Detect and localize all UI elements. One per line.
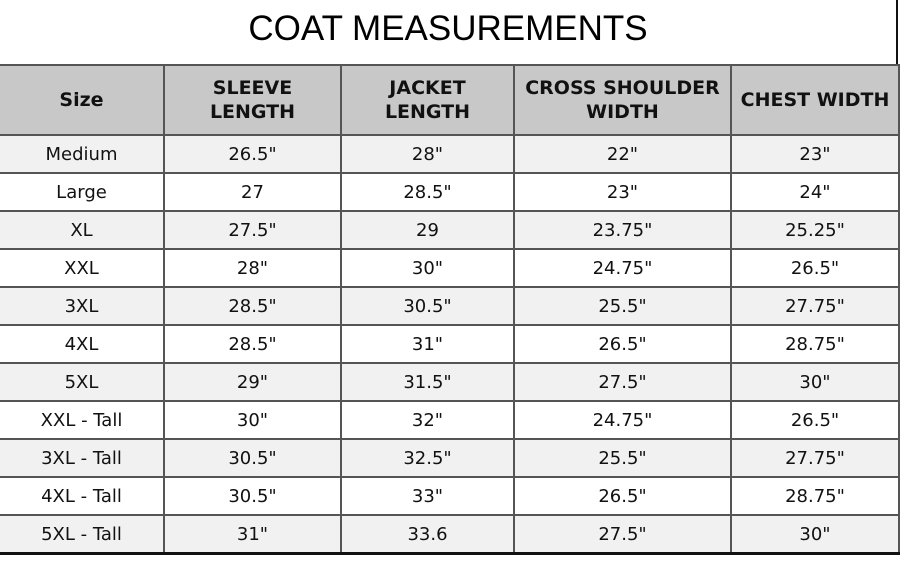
table-cell: 26.5" <box>730 400 900 440</box>
table-cell: 31" <box>163 514 342 555</box>
table-cell: 22" <box>513 134 732 174</box>
table-cell: 25.5" <box>513 438 732 478</box>
header-cell: Size <box>0 64 165 136</box>
table-cell: 3XL - Tall <box>0 438 165 478</box>
table-cell: 25.25" <box>730 210 900 250</box>
table-row: XXL - Tall 30" 32" 24.75" 26.5" <box>0 400 900 440</box>
table-cell: Large <box>0 172 165 212</box>
table-cell: XL <box>0 210 165 250</box>
header-text: Size <box>59 89 104 111</box>
table-cell: 32.5" <box>340 438 515 478</box>
table-row: XL 27.5" 29 23.75" 25.25" <box>0 210 900 250</box>
table-cell: 33" <box>340 476 515 516</box>
table-cell: 27.5" <box>163 210 342 250</box>
table-cell: 30" <box>163 400 342 440</box>
table-cell: 5XL <box>0 362 165 402</box>
table-cell: 23.75" <box>513 210 732 250</box>
table-row: 4XL - Tall 30.5" 33" 26.5" 28.75" <box>0 476 900 516</box>
table-row: XXL 28" 30" 24.75" 26.5" <box>0 248 900 288</box>
table-cell: 28.5" <box>163 286 342 326</box>
table-cell: 26.5" <box>163 134 342 174</box>
table-row: 4XL 28.5" 31" 26.5" 28.75" <box>0 324 900 364</box>
table-cell: 24.75" <box>513 248 732 288</box>
table-cell: XXL <box>0 248 165 288</box>
header-cell: CROSS SHOULDER WIDTH <box>513 64 732 136</box>
title: COAT MEASUREMENTS <box>0 0 898 64</box>
table-cell: 28" <box>340 134 515 174</box>
table-cell: 28.75" <box>730 476 900 516</box>
header-row: Size SLEEVE LENGTH JACKET LENGTH CROSS SHOU… <box>0 64 900 136</box>
table-cell: 30.5" <box>340 286 515 326</box>
table-cell: 31.5" <box>340 362 515 402</box>
table-cell: 33.6 <box>340 514 515 555</box>
table-cell: 24" <box>730 172 900 212</box>
table-cell: 27.75" <box>730 438 900 478</box>
header-text: JACKET LENGTH <box>384 77 471 123</box>
table-cell: 30" <box>730 362 900 402</box>
table-row: Large 27 28.5" 23" 24" <box>0 172 900 212</box>
table-cell: 3XL <box>0 286 165 326</box>
header-text: CROSS SHOULDER WIDTH <box>525 77 720 123</box>
table-cell: 27 <box>163 172 342 212</box>
table-cell: XXL - Tall <box>0 400 165 440</box>
table-cell: 24.75" <box>513 400 732 440</box>
table-cell: 26.5" <box>513 324 732 364</box>
table-row: 3XL - Tall 30.5" 32.5" 25.5" 27.75" <box>0 438 900 478</box>
table-cell: 23" <box>513 172 732 212</box>
table-cell: 27.75" <box>730 286 900 326</box>
table-cell: 5XL - Tall <box>0 514 165 555</box>
table-cell: 31" <box>340 324 515 364</box>
header-cell: JACKET LENGTH <box>340 64 515 136</box>
header-text: CHEST WIDTH <box>740 89 890 111</box>
header-cell: CHEST WIDTH <box>730 64 900 136</box>
table-cell: 4XL - Tall <box>0 476 165 516</box>
table-cell: 25.5" <box>513 286 732 326</box>
table-cell: 27.5" <box>513 514 732 555</box>
table-row: 3XL 28.5" 30.5" 25.5" 27.75" <box>0 286 900 326</box>
table-row: 5XL - Tall 31" 33.6 27.5" 30" <box>0 514 900 555</box>
table-cell: 4XL <box>0 324 165 364</box>
table-cell: 26.5" <box>730 248 900 288</box>
header-text: SLEEVE LENGTH <box>209 77 296 123</box>
table-cell: 30.5" <box>163 476 342 516</box>
header-cell: SLEEVE LENGTH <box>163 64 342 136</box>
table-cell: 28.5" <box>163 324 342 364</box>
table-cell: 27.5" <box>513 362 732 402</box>
table-cell: 30" <box>730 514 900 555</box>
table-cell: 28.75" <box>730 324 900 364</box>
measurements-table: Size SLEEVE LENGTH JACKET LENGTH CROSS SHOU… <box>0 64 900 555</box>
table-cell: 28" <box>163 248 342 288</box>
table-row: 5XL 29" 31.5" 27.5" 30" <box>0 362 900 402</box>
table-cell: 29 <box>340 210 515 250</box>
table-cell: 23" <box>730 134 900 174</box>
table-cell: 29" <box>163 362 342 402</box>
table-row: Medium 26.5" 28" 22" 23" <box>0 134 900 174</box>
table-cell: 26.5" <box>513 476 732 516</box>
table-cell: 30" <box>340 248 515 288</box>
table-body: Medium 26.5" 28" 22" 23" Large 27 28.5" 23" 24" XL… <box>0 134 900 555</box>
table-cell: 28.5" <box>340 172 515 212</box>
table-cell: Medium <box>0 134 165 174</box>
table-cell: 32" <box>340 400 515 440</box>
table-cell: 30.5" <box>163 438 342 478</box>
